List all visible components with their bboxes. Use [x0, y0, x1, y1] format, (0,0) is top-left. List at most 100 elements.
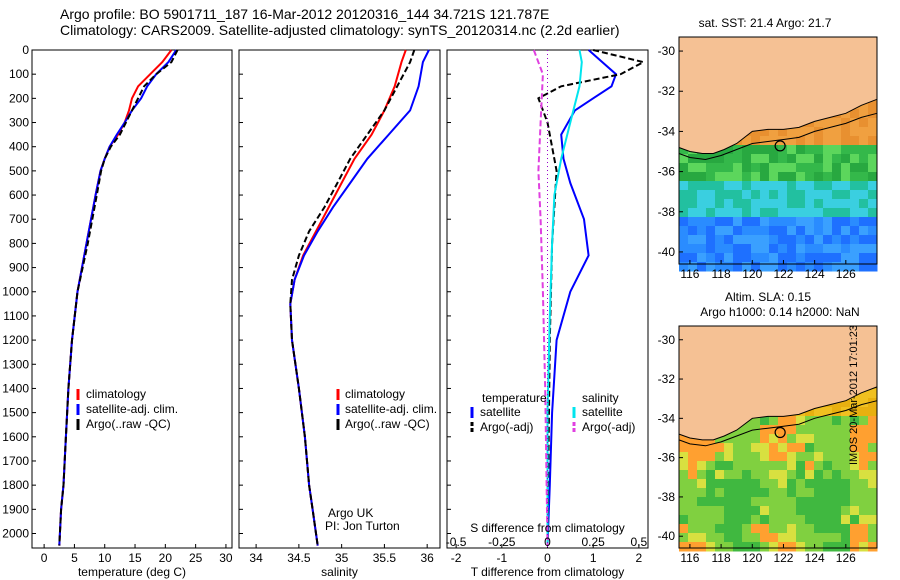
map-cell [778, 262, 788, 272]
legend-label: satellite [582, 405, 623, 419]
map-cell [823, 443, 833, 453]
map-cell [841, 262, 851, 272]
map-title-sst: sat. SST: 21.4 Argo: 21.7 [699, 16, 832, 30]
map-cell [832, 479, 842, 489]
annotation-text: Argo UK [328, 506, 373, 520]
map-cell [850, 479, 860, 489]
map-cell [787, 443, 797, 453]
map-cell [868, 181, 878, 191]
map-cell [760, 253, 770, 263]
argo-position-marker [774, 426, 786, 439]
map-cell [859, 488, 869, 498]
map-cell [760, 479, 770, 489]
map-cell [742, 190, 752, 200]
map-cell [814, 488, 824, 498]
map-cell [868, 235, 878, 245]
map-cell [751, 190, 761, 200]
legend-label: satellite-adj. clim. [86, 402, 178, 416]
map-cell [769, 542, 779, 552]
map-cell [742, 470, 752, 480]
map-cell [841, 443, 851, 453]
map-cell [823, 470, 833, 480]
map-cell [715, 488, 725, 498]
map-cell [841, 416, 851, 426]
map-cell [787, 533, 797, 543]
map-title-sla: Altim. SLA: 0.15 [725, 290, 811, 304]
map-cell [868, 172, 878, 182]
map-cell [832, 434, 842, 444]
x-axis-label: temperature (deg C) [78, 565, 186, 579]
map-cell [841, 488, 851, 498]
map-cell [841, 208, 851, 218]
map-cell [868, 217, 878, 227]
map-cell [859, 416, 869, 426]
map-cell [814, 172, 824, 182]
map-cell [868, 109, 878, 119]
map-cell [805, 443, 815, 453]
map-cell [796, 542, 806, 552]
map-cell [850, 524, 860, 534]
map-cell [715, 199, 725, 209]
map-cell [859, 127, 869, 137]
series-line-t-satellite [546, 49, 618, 546]
map-cell [850, 253, 860, 263]
map-cell [832, 524, 842, 534]
map-cell [751, 163, 761, 173]
map-cell [697, 533, 707, 543]
map-cell [859, 470, 869, 480]
map-cell [715, 172, 725, 182]
legend-label: Argo(..raw -QC) [345, 417, 430, 431]
map-cell [724, 506, 734, 516]
map-cell [823, 488, 833, 498]
map-cell [850, 497, 860, 507]
map-cell [805, 136, 815, 146]
map-cell [733, 172, 743, 182]
map-cell [688, 208, 698, 218]
map-cell [724, 217, 734, 227]
map-cell [841, 244, 851, 254]
map-cell [742, 208, 752, 218]
map-cell [832, 515, 842, 525]
map-cell [742, 497, 752, 507]
map-cell [823, 461, 833, 471]
map-cell [760, 515, 770, 525]
map-cell [805, 434, 815, 444]
map-cell [814, 217, 824, 227]
map-cell [823, 127, 833, 137]
map-cell [832, 154, 842, 164]
map-cell [787, 136, 797, 146]
map-cell [778, 217, 788, 227]
y-tick-label: 200 [9, 91, 29, 105]
legend-label: climatology [86, 387, 146, 401]
map-cell [823, 524, 833, 534]
x-tick-label: 116 [680, 267, 699, 281]
map-cell [796, 253, 806, 263]
map-cell [796, 524, 806, 534]
map-cell [769, 452, 779, 462]
map-cell [688, 506, 698, 516]
map-cell [769, 533, 779, 543]
map-cell [742, 524, 752, 534]
map-cell [805, 416, 815, 426]
legend-heading: temperature [482, 391, 547, 405]
map-cell [751, 217, 761, 227]
x-tick-label: 36 [420, 551, 434, 565]
map-cell [760, 199, 770, 209]
map-cell [814, 235, 824, 245]
x-tick-label: 34.5 [287, 551, 311, 565]
y-tick-label: 1200 [2, 333, 29, 347]
map-cell [778, 479, 788, 489]
map-cell [778, 226, 788, 236]
map-cell [715, 244, 725, 254]
map-cell [841, 452, 851, 462]
map-cell [832, 181, 842, 191]
map-cell [742, 235, 752, 245]
map-cell [697, 208, 707, 218]
map-cell [823, 452, 833, 462]
isobath-contour [678, 112, 878, 161]
map-cell [697, 515, 707, 525]
map-cell [832, 452, 842, 462]
x-tick-label: 120 [742, 267, 762, 281]
map-cell [841, 136, 851, 146]
map-cell [697, 172, 707, 182]
